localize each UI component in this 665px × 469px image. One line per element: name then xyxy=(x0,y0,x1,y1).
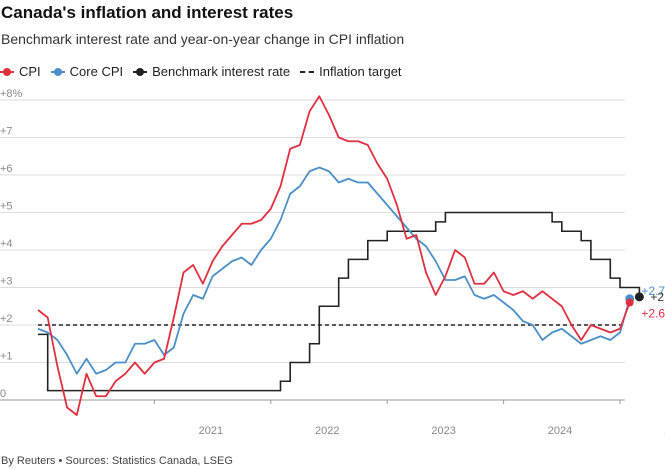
series-line-core-cpi xyxy=(37,166,631,375)
series-line-interest-rate xyxy=(38,211,641,392)
legend-label-core-cpi: Core CPI xyxy=(69,64,124,79)
x-tick-label: 2022 xyxy=(315,425,339,437)
chart-title: Canada's inflation and interest rates xyxy=(1,3,294,22)
legend-swatch-core-cpi xyxy=(50,67,65,77)
legend-item-core-cpi: Core CPI xyxy=(50,64,124,79)
end-label-cpi: +2.6% xyxy=(641,307,665,321)
legend-label-cpi: CPI xyxy=(19,64,41,79)
y-tick-label: +5 xyxy=(0,201,13,213)
end-label-core-cpi: +2.7% xyxy=(641,284,665,298)
y-tick-label: +2 xyxy=(0,313,13,325)
y-tick-label: +1 xyxy=(0,351,13,363)
end-point-cpi xyxy=(625,298,634,307)
series-line-cpi xyxy=(37,95,631,416)
legend-label-inflation-target: Inflation target xyxy=(319,64,402,79)
legend-swatch-inflation-target xyxy=(300,70,315,73)
legend-swatch-interest-rate xyxy=(133,67,148,77)
end-label-interest-rate: +2.75% xyxy=(650,290,665,304)
y-tick-label: +7 xyxy=(0,126,13,138)
x-tick-label: 2024 xyxy=(548,425,572,437)
y-tick-label: +4 xyxy=(0,238,13,250)
y-tick-label: +8% xyxy=(0,88,23,100)
source-footer: By Reuters • Sources: Statistics Canada,… xyxy=(1,455,233,467)
x-tick-label: 2023 xyxy=(431,425,455,437)
x-tick-label: 2021 xyxy=(199,425,223,437)
y-tick-label: +6 xyxy=(0,163,13,175)
legend-item-interest-rate: Benchmark interest rate xyxy=(133,64,290,79)
legend-item-cpi: CPI xyxy=(0,64,41,79)
legend: CPI Core CPI Benchmark interest rate Inf… xyxy=(0,64,412,79)
y-tick-label: +3 xyxy=(0,276,13,288)
legend-item-inflation-target: Inflation target xyxy=(300,64,402,79)
end-point-interest-rate xyxy=(634,292,644,302)
y-tick-label: 0 xyxy=(0,388,6,400)
legend-swatch-cpi xyxy=(0,67,14,77)
chart-subtitle: Benchmark interest rate and year-on-year… xyxy=(1,31,405,47)
legend-label-interest-rate: Benchmark interest rate xyxy=(152,64,291,79)
